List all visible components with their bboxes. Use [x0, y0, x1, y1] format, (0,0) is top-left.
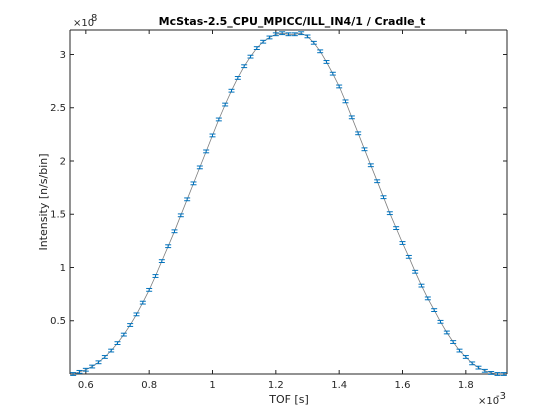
- x-tick-label: 0.8: [141, 380, 157, 391]
- y-tick-label: 1.5: [50, 210, 66, 221]
- plot-area: 0.6 0.8 1 1.2 1.4 1.6 1.8 0.5 1 1.5 2 2.5 3: [50, 29, 508, 391]
- y-axis-label: Intensity [n/s/bin]: [37, 153, 50, 250]
- y-tick-label: 3: [60, 50, 66, 61]
- y-tick-label: 2: [60, 156, 66, 167]
- chart-title: McStas-2.5_CPU_MPICC/ILL_IN4/1 / Cradle_…: [159, 15, 426, 28]
- x-exponent-base: ×10: [478, 396, 499, 407]
- y-tick-label: 1: [60, 263, 66, 274]
- y-tick-label: 2.5: [50, 103, 66, 114]
- y-exponent: ×10 8: [73, 13, 97, 29]
- x-tick-label: 0.6: [78, 380, 94, 391]
- y-exponent-power: 8: [91, 13, 97, 24]
- x-tick-label: 1.6: [395, 380, 411, 391]
- x-tick-label: 1.8: [458, 380, 474, 391]
- y-axis-ticks: 0.5 1 1.5 2 2.5 3: [50, 50, 507, 327]
- series-errorbars: [70, 31, 507, 376]
- x-tick-label: 1: [209, 380, 215, 391]
- y-exponent-base: ×10: [73, 18, 94, 29]
- x-tick-label: 1.2: [268, 380, 284, 391]
- x-tick-label: 1.4: [331, 380, 347, 391]
- y-tick-label: 0.5: [50, 316, 66, 327]
- x-exponent: ×10 -3: [478, 391, 506, 407]
- x-exponent-power: -3: [496, 391, 506, 402]
- x-axis-label: TOF [s]: [268, 393, 309, 406]
- x-axis-ticks: 0.6 0.8 1 1.2 1.4 1.6 1.8: [78, 30, 474, 391]
